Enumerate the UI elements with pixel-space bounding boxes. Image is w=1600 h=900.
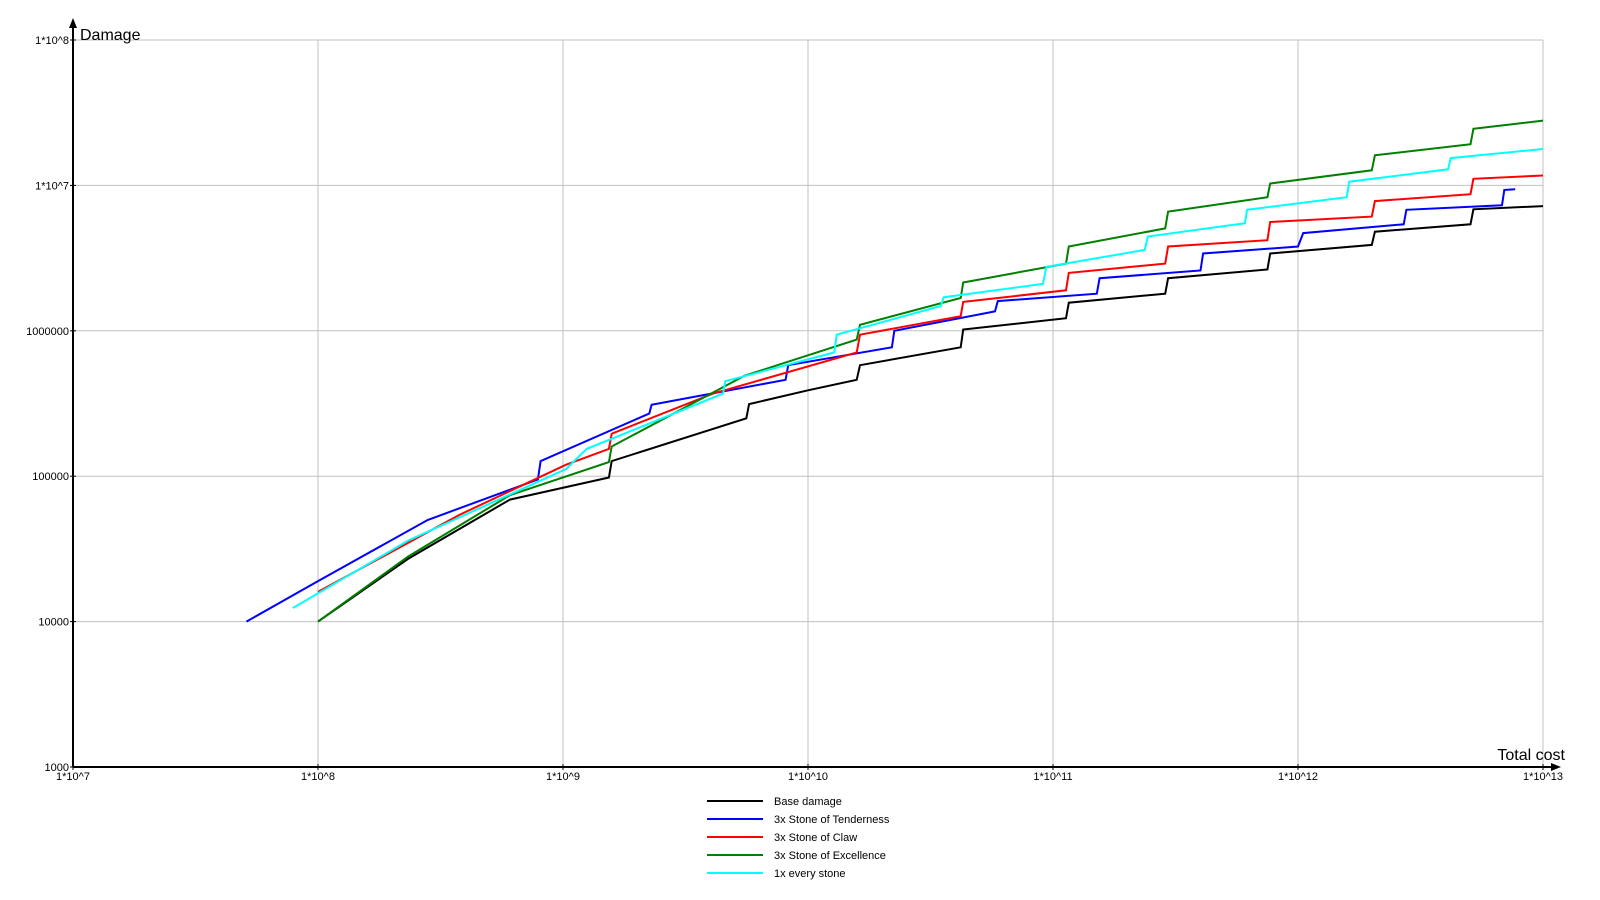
series-line-3 [317,119,1544,623]
x-tick-label: 1*10^12 [1278,771,1318,783]
x-tick-label: 1*10^13 [1523,771,1563,783]
y-tick-label: 1*10^8 [35,35,69,47]
tick-labels: 1*10^7 1*10^8 1*10^9 1*10^10 1*10^11 1*10^12 1… [26,35,1563,783]
axes [69,18,1561,771]
x-tick-label: 1*10^9 [546,771,580,783]
y-axis-label: Damage [80,27,141,44]
x-tick-label: 1*10^10 [788,771,828,783]
y-axis-arrow-icon [69,18,77,28]
x-tick-label: 1*10^8 [301,771,335,783]
y-tick-label: 100000 [32,471,69,483]
legend: Base damage 3x Stone of Tenderness 3x Ston… [707,796,890,880]
legend-label: 3x Stone of Claw [774,832,857,844]
x-tick-label: 1*10^7 [56,771,90,783]
legend-label: 1x every stone [774,868,846,880]
series-line-4 [292,148,1544,609]
series-line-2 [317,174,1544,593]
x-axis-label: Total cost [1497,747,1565,764]
legend-label: 3x Stone of Excellence [774,850,886,862]
grid [73,39,1544,767]
x-tick-label: 1*10^11 [1033,771,1072,783]
series-line-0 [317,205,1544,623]
y-tick-label: 1000000 [26,326,69,338]
y-tick-label: 1*10^7 [35,180,69,192]
series-lines [245,119,1544,623]
y-tick-label: 1000 [45,762,69,774]
legend-label: Base damage [774,796,842,808]
x-axis-arrow-icon [1551,763,1561,771]
y-tick-label: 10000 [38,617,69,629]
legend-label: 3x Stone of Tenderness [774,814,890,826]
series-line-1 [245,188,1516,623]
